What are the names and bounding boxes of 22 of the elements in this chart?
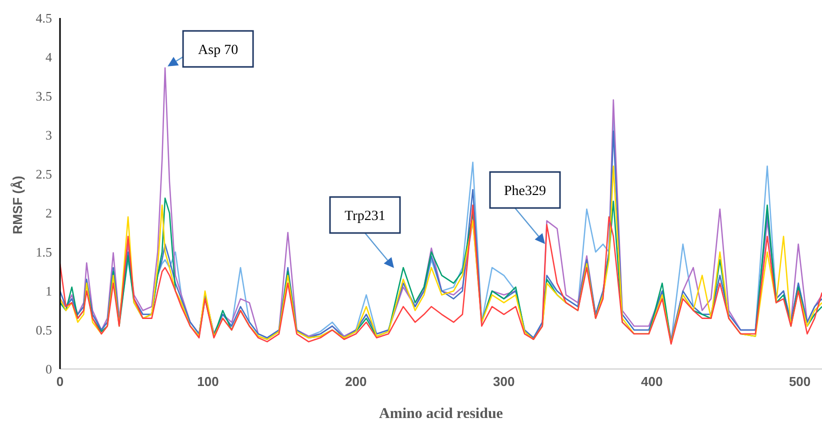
x-tick-label: 500: [788, 374, 811, 390]
y-tick-label: 2.5: [36, 166, 52, 182]
y-tick-label: 3.5: [36, 88, 52, 104]
x-tick-label: 100: [197, 374, 219, 390]
annotation: Phe329: [504, 184, 546, 199]
y-axis-title: RMSF (Å): [10, 176, 25, 234]
x-tick-label: 0: [56, 374, 64, 390]
y-tick-label: 1.5: [36, 244, 52, 260]
x-tick-label: 200: [345, 374, 367, 390]
x-tick-label: 300: [493, 374, 515, 390]
line-series: [60, 166, 822, 344]
y-tick-label: 0.5: [36, 322, 52, 338]
y-tick-label: 3: [46, 128, 52, 143]
y-tick-label: 1: [46, 284, 52, 299]
x-axis-title: Amino acid residue: [379, 406, 504, 422]
annotation: Asp 70: [198, 42, 238, 58]
y-tick-label: 2: [46, 206, 52, 221]
y-tick-label: 4: [46, 50, 52, 65]
y-tick-label: 4.5: [36, 10, 52, 26]
annotation: Trp231: [344, 209, 386, 224]
x-tick-label: 400: [640, 374, 663, 390]
y-tick-label: 0: [46, 362, 52, 377]
